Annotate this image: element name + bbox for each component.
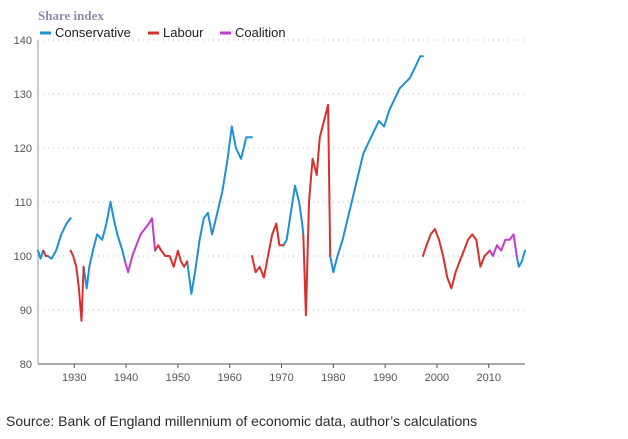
y-tick-label: 90 (20, 305, 32, 317)
x-axis-ticks: 1930 1940 1950 1960 1970 1980 1990 2000 2010 (62, 364, 501, 384)
series-line-labour-3 (154, 244, 189, 268)
legend-item-labour: Labour (148, 25, 204, 40)
y-tick-label: 80 (20, 359, 32, 371)
series-line-conservative-3 (82, 201, 126, 290)
legend-item-coalition: Coalition (220, 25, 286, 40)
series-line-labour-5 (302, 103, 332, 317)
y-tick-label: 120 (14, 143, 32, 155)
x-tick-label: 1990 (373, 372, 397, 384)
x-tick-label: 1960 (217, 372, 241, 384)
y-axis-ticks: 80 90 100 110 120 130 140 (14, 35, 32, 371)
series-line-conservative-1 (37, 249, 45, 260)
series-line-labour-2 (69, 249, 85, 322)
y-tick-label: 140 (14, 35, 32, 47)
series-line-conservative-5 (282, 184, 305, 247)
series-line-labour-6 (421, 228, 491, 290)
series-line-conservative-7 (515, 249, 526, 268)
series-line-coalition-1 (124, 217, 157, 274)
series-line-conservative-4 (186, 125, 253, 295)
series-line-conservative-2 (46, 217, 72, 260)
legend-label-labour: Labour (163, 25, 204, 40)
legend-label-coalition: Coalition (235, 25, 286, 40)
y-tick-label: 110 (14, 197, 32, 209)
x-tick-label: 2010 (476, 372, 500, 384)
series-line-conservative-6 (329, 55, 424, 274)
x-tick-label: 1940 (114, 372, 138, 384)
x-tick-label: 1980 (321, 372, 345, 384)
y-tick-label: 100 (14, 251, 32, 263)
legend-item-conservative: Conservative (40, 25, 131, 40)
x-tick-label: 1950 (166, 372, 190, 384)
series-line-labour-1 (42, 249, 49, 257)
series-lines (37, 55, 526, 322)
x-tick-label: 1970 (269, 372, 293, 384)
x-tick-label: 2000 (425, 372, 449, 384)
series-line-labour-4 (251, 222, 285, 279)
y-axis-title: Share index (38, 8, 104, 23)
legend-label-conservative: Conservative (55, 25, 131, 40)
y-tick-label: 130 (14, 89, 32, 101)
legend: Conservative Labour Coalition (40, 25, 286, 40)
x-tick-label: 1930 (62, 372, 86, 384)
series-line-coalition-2 (488, 233, 518, 257)
source-note: Source: Bank of England millennium of ec… (6, 413, 478, 429)
